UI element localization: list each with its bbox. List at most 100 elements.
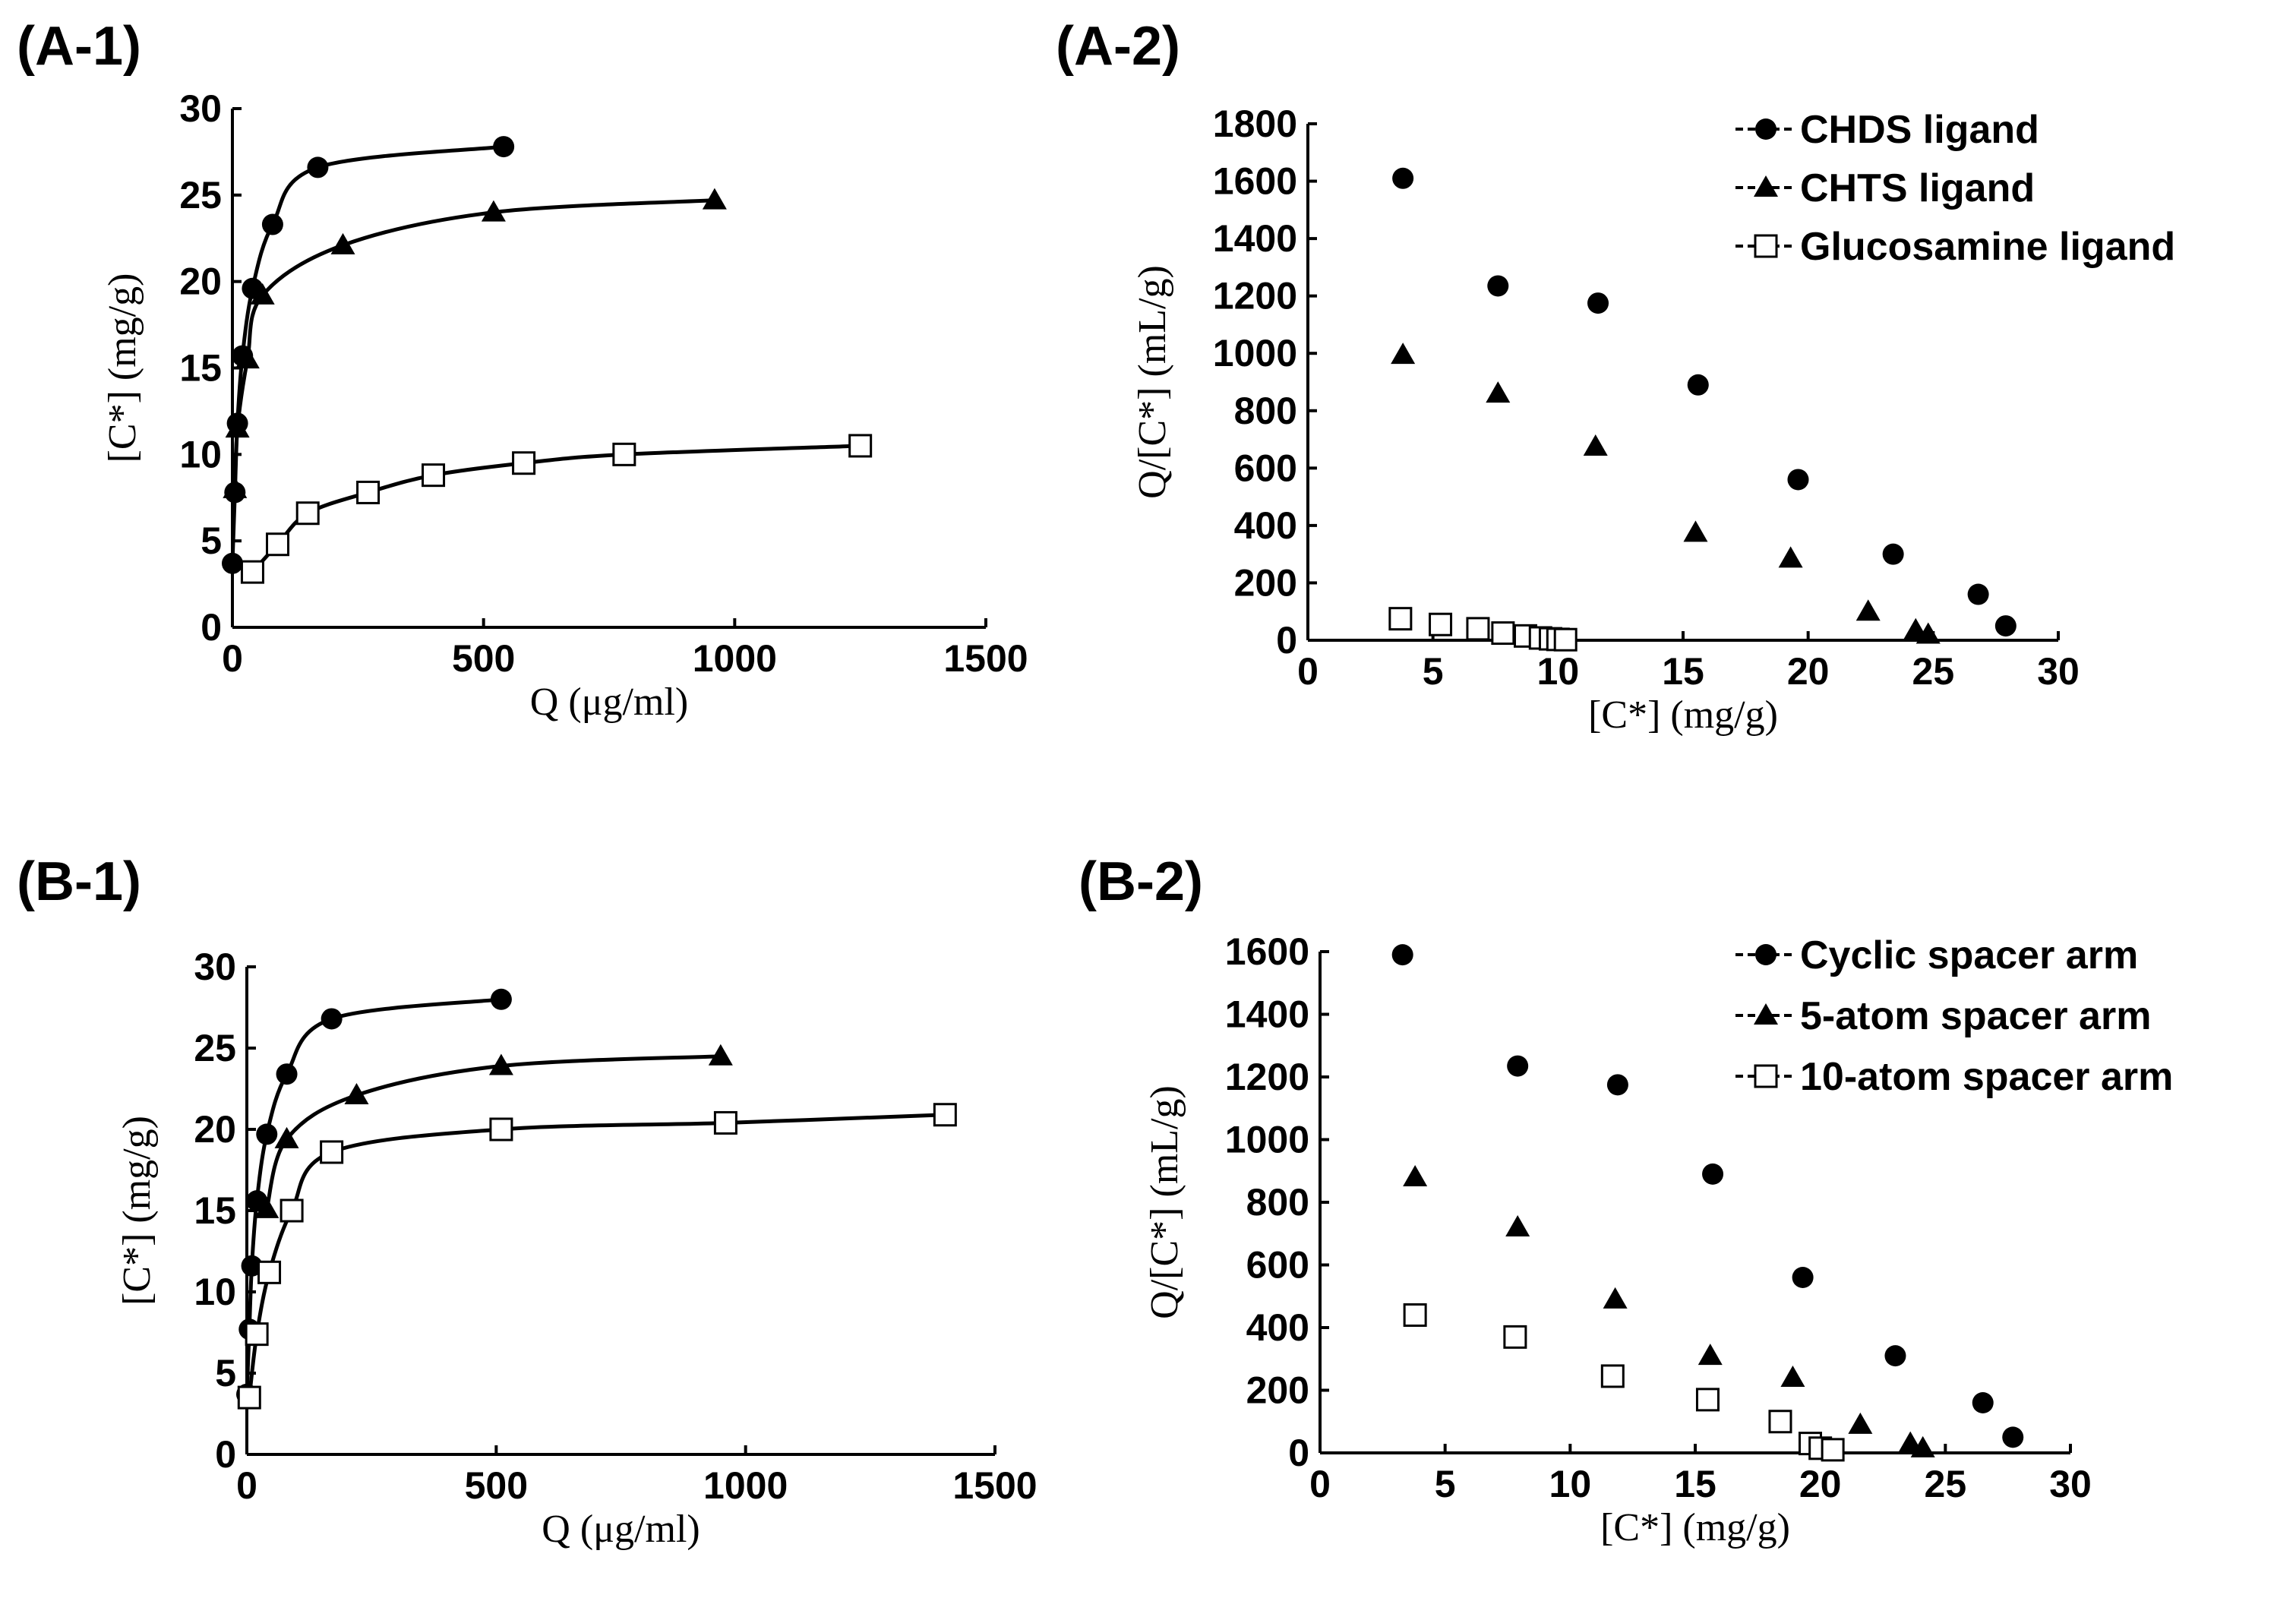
data-point [490,988,512,1010]
data-point [1972,1392,1994,1413]
legend-marker-triangle [1754,1003,1778,1025]
y-tick-label: 1200 [1225,1056,1309,1098]
x-tick-label: 0 [1309,1463,1331,1505]
chart-a1: (A-1) 0 500 1000 1500 0 5 10 15 20 25 30 Q (μg/ml) [C… [17,16,1028,724]
y-tick-label: 1400 [1213,217,1297,260]
data-point [1780,1366,1805,1387]
x-tick-label: 10 [1537,650,1580,693]
data-point [1491,621,1515,646]
data-point [1583,434,1608,456]
data-point [488,1053,513,1075]
series-triangle [1403,1165,1935,1457]
data-point [489,1117,513,1142]
data-point [279,1198,304,1223]
y-tick-label: 5 [215,1352,236,1394]
y-tick-label: 200 [1246,1369,1309,1412]
series-square [240,434,873,584]
data-point [1600,1364,1625,1388]
data-point [933,1103,957,1127]
panel-label: (A-2) [1056,16,1180,77]
y-tick-label: 1000 [1225,1119,1309,1161]
data-point [708,1044,733,1066]
data-point [1695,1388,1720,1412]
data-point [512,451,536,475]
data-point [250,283,275,305]
x-tick-label: 25 [1912,650,1955,693]
data-point [1698,1344,1723,1366]
data-point [1403,1165,1428,1186]
x-tick-label: 20 [1787,650,1830,693]
legend-label: Cyclic spacer arm [1800,933,2138,977]
legend-label: CHTS ligand [1800,166,2035,210]
data-point [330,232,355,254]
data-point [225,416,250,438]
panel-label: (B-2) [1079,851,1203,912]
series-triangle [254,1044,733,1218]
x-tick-label: 20 [1799,1463,1842,1505]
data-point [612,442,636,466]
legend-marker-square [1754,234,1778,258]
x-tick-label: 30 [2049,1463,2092,1505]
y-tick-label: 10 [179,433,222,475]
data-point [223,476,248,498]
data-point [256,1123,278,1145]
x-tick-label: 0 [236,1464,257,1507]
data-point [1792,1267,1814,1288]
data-point [1915,622,1941,644]
x-tick-label: 1000 [693,637,777,680]
y-tick-label: 0 [215,1433,236,1476]
x-axis-title: Q (μg/ml) [530,681,688,724]
y-tick-label: 20 [194,1108,236,1151]
chart-b1: (B-1) 0 500 1000 1500 0 5 10 15 20 25 30 Q (μg/ml) [C… [17,851,1037,1551]
y-axis-title: Q/[C*] (mL/g) [1143,1085,1186,1319]
legend: Cyclic spacer arm 5-atom spacer arm 10-ato… [1735,933,2173,1099]
series-curve [245,997,502,1394]
data-point [2002,1426,2024,1448]
data-point [1603,1287,1628,1309]
data-point [1778,546,1803,568]
data-point [702,188,727,210]
x-tick-label: 0 [222,637,243,680]
data-point [1683,520,1708,542]
y-tick-label: 15 [194,1189,236,1232]
data-point [240,560,264,584]
series-triangle [223,188,727,498]
data-point [254,1196,279,1218]
data-point [1391,343,1416,365]
data-point [321,1008,343,1030]
y-tick-label: 15 [179,347,222,390]
y-tick-label: 1600 [1213,160,1297,203]
data-point [1768,1410,1792,1434]
data-point [1702,1163,1724,1185]
legend-label: 10-atom spacer arm [1800,1055,2173,1099]
legend-label: CHDS ligand [1800,108,2039,152]
series-curve [251,444,861,573]
data-point [1429,612,1453,636]
data-point [276,1063,298,1085]
x-axis-title: [C*] (mg/g) [1588,693,1778,737]
x-tick-label: 500 [465,1464,528,1507]
data-point [1553,627,1578,652]
y-tick-label: 600 [1246,1244,1309,1287]
x-tick-label: 500 [452,637,515,680]
series-square [1403,1303,1845,1462]
legend-marker-circle [1755,944,1776,965]
legend-marker-square [1754,1064,1778,1088]
x-tick-label: 1500 [952,1464,1037,1507]
y-tick-label: 1200 [1213,275,1297,317]
y-tick-label: 10 [194,1271,236,1313]
y-tick-label: 20 [179,261,222,303]
x-axis-title: Q (μg/ml) [542,1508,700,1551]
series-circle [1392,167,2017,637]
data-point [344,1083,369,1105]
data-point [1787,469,1809,491]
x-tick-label: 15 [1662,650,1704,693]
y-tick-label: 1000 [1213,332,1297,374]
y-tick-label: 1400 [1225,993,1309,1036]
legend: CHDS ligand CHTS ligand Glucosamine ligand [1735,108,2175,269]
y-axis-title: Q/[C*] (mL/g) [1131,265,1174,499]
series-square [237,1103,957,1410]
y-tick-label: 200 [1234,561,1297,604]
data-point [235,347,260,369]
data-point [1848,1412,1873,1434]
